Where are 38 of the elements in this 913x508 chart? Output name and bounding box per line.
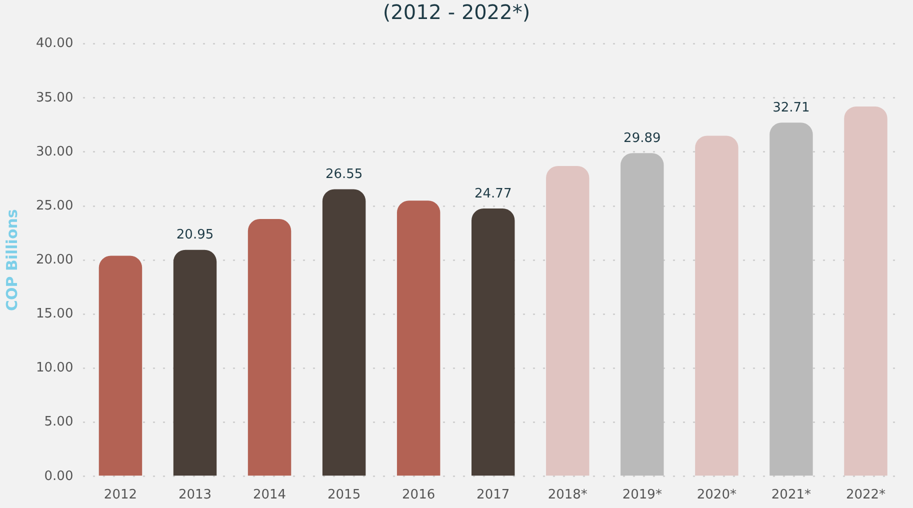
x-tick-label: 2019*: [622, 488, 662, 503]
x-tick-label: 2012: [104, 488, 138, 503]
y-tick-label: 30.00: [36, 144, 74, 160]
bar: [173, 250, 217, 476]
y-tick-label: 5.00: [44, 414, 74, 430]
y-tick-label: 20.00: [36, 252, 74, 268]
bar: [396, 200, 440, 476]
x-tick-label: 2022*: [846, 488, 886, 503]
data-label: 29.89: [624, 131, 661, 146]
x-tick-label: 2018*: [548, 488, 588, 503]
data-label: 26.55: [325, 167, 363, 182]
y-tick-label: 25.00: [36, 198, 74, 214]
bar: [471, 208, 515, 476]
y-tick-label: 40.00: [36, 36, 74, 52]
y-tick-label: 35.00: [36, 90, 74, 106]
data-label: 32.71: [772, 100, 810, 116]
chart-title: (2012 - 2022*): [382, 0, 532, 24]
y-tick-label: 15.00: [36, 306, 74, 322]
bar: [844, 106, 888, 476]
x-tick-label: 2013: [178, 488, 212, 503]
bar: [770, 122, 813, 476]
x-tick-label: 2017: [476, 488, 510, 503]
bar: [322, 189, 366, 476]
y-tick-label: 0.00: [44, 468, 74, 484]
x-tick-label: 2015: [328, 488, 361, 503]
x-tick-label: 2020*: [696, 488, 737, 503]
bar: [546, 166, 590, 476]
y-axis-title: COP Billions: [2, 209, 21, 312]
data-label: 24.77: [474, 186, 512, 202]
bar: [248, 219, 292, 476]
bar: [98, 256, 142, 476]
bar: [695, 136, 738, 476]
data-label: 20.95: [176, 228, 214, 243]
bar: [620, 153, 664, 476]
x-tick-label: 2014: [252, 488, 286, 503]
y-tick-label: 10.00: [36, 360, 74, 376]
x-tick-label: 2021*: [771, 488, 812, 503]
x-tick-label: 2016: [402, 488, 436, 503]
